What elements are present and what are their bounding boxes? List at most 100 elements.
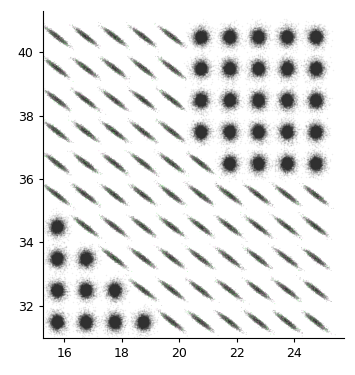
Point bbox=[203, 108, 209, 114]
Point bbox=[308, 124, 314, 130]
Point bbox=[84, 296, 90, 302]
Point bbox=[110, 314, 116, 320]
Point bbox=[83, 287, 89, 293]
Point bbox=[57, 248, 63, 254]
Point bbox=[286, 93, 292, 99]
Point bbox=[198, 97, 204, 103]
Point bbox=[310, 317, 316, 323]
Point bbox=[77, 320, 83, 326]
Point bbox=[202, 324, 208, 330]
Point bbox=[284, 97, 290, 103]
Point bbox=[140, 316, 146, 322]
Point bbox=[255, 286, 260, 292]
Point bbox=[227, 33, 233, 39]
Point bbox=[111, 96, 117, 102]
Point bbox=[56, 319, 61, 325]
Point bbox=[199, 162, 205, 168]
Point bbox=[54, 258, 59, 264]
Point bbox=[281, 159, 287, 165]
Point bbox=[138, 320, 143, 326]
Point bbox=[226, 98, 232, 104]
Point bbox=[137, 317, 143, 323]
Point bbox=[198, 129, 204, 135]
Point bbox=[198, 97, 203, 103]
Point bbox=[83, 263, 89, 269]
Point bbox=[51, 317, 56, 323]
Point bbox=[175, 167, 181, 173]
Point bbox=[200, 31, 206, 37]
Point bbox=[152, 296, 158, 302]
Point bbox=[305, 217, 310, 223]
Point bbox=[55, 223, 60, 229]
Point bbox=[82, 160, 88, 166]
Point bbox=[229, 163, 234, 169]
Point bbox=[227, 159, 233, 165]
Point bbox=[55, 255, 61, 261]
Point bbox=[82, 286, 87, 292]
Point bbox=[225, 64, 231, 70]
Point bbox=[52, 221, 58, 227]
Point bbox=[169, 222, 174, 228]
Point bbox=[53, 286, 59, 292]
Point bbox=[280, 284, 286, 290]
Point bbox=[285, 161, 290, 167]
Point bbox=[141, 65, 147, 71]
Point bbox=[168, 64, 174, 70]
Point bbox=[110, 126, 116, 132]
Point bbox=[226, 162, 232, 168]
Point bbox=[69, 322, 75, 328]
Point bbox=[198, 68, 203, 74]
Point bbox=[75, 27, 80, 33]
Point bbox=[259, 34, 264, 40]
Point bbox=[63, 244, 69, 250]
Point bbox=[257, 162, 263, 168]
Point bbox=[237, 324, 242, 330]
Point bbox=[317, 127, 323, 133]
Point bbox=[83, 285, 89, 291]
Point bbox=[312, 129, 317, 135]
Point bbox=[84, 254, 89, 260]
Point bbox=[257, 96, 263, 102]
Point bbox=[55, 256, 61, 262]
Point bbox=[83, 288, 89, 294]
Point bbox=[55, 130, 61, 136]
Point bbox=[282, 69, 287, 75]
Point bbox=[256, 158, 262, 164]
Point bbox=[284, 29, 290, 35]
Point bbox=[194, 36, 200, 42]
Point bbox=[286, 95, 292, 101]
Point bbox=[197, 92, 202, 98]
Point bbox=[78, 29, 83, 35]
Point bbox=[112, 285, 118, 291]
Point bbox=[219, 36, 225, 42]
Point bbox=[175, 135, 180, 141]
Point bbox=[111, 284, 117, 290]
Point bbox=[225, 128, 231, 134]
Point bbox=[225, 70, 230, 76]
Point bbox=[51, 255, 57, 261]
Point bbox=[285, 64, 291, 70]
Point bbox=[59, 34, 65, 40]
Point bbox=[52, 254, 58, 260]
Point bbox=[118, 70, 123, 76]
Point bbox=[164, 122, 170, 128]
Point bbox=[294, 40, 300, 46]
Point bbox=[256, 128, 261, 134]
Point bbox=[226, 98, 231, 104]
Point bbox=[113, 316, 119, 322]
Point bbox=[149, 41, 155, 47]
Point bbox=[228, 318, 234, 324]
Point bbox=[312, 34, 318, 40]
Point bbox=[282, 285, 288, 291]
Point bbox=[140, 127, 145, 133]
Point bbox=[110, 254, 116, 260]
Point bbox=[45, 186, 50, 192]
Point bbox=[283, 64, 289, 70]
Point bbox=[110, 310, 116, 316]
Point bbox=[312, 71, 318, 77]
Point bbox=[254, 35, 260, 41]
Point bbox=[284, 97, 289, 103]
Point bbox=[198, 64, 204, 70]
Point bbox=[60, 280, 65, 286]
Point bbox=[312, 126, 317, 132]
